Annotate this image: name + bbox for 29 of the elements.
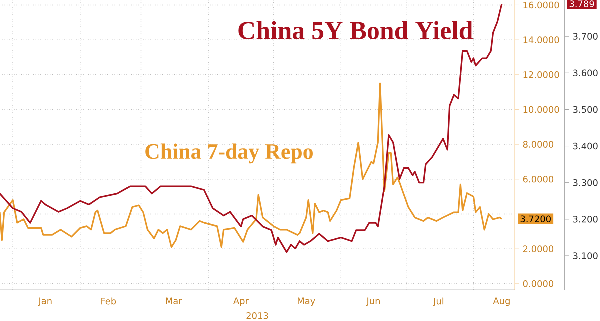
- x-tick-label: Jun: [366, 298, 380, 306]
- y-tick-label: 3.700: [573, 33, 598, 40]
- x-tick-label: Apr: [234, 298, 249, 306]
- x-tick-label: Feb: [102, 298, 116, 305]
- y2-tick-label: 6.0000: [523, 176, 554, 183]
- y-tick-label: 3.300: [573, 179, 598, 186]
- text: 3.7200: [520, 216, 551, 222]
- y-tick-label: 3.100: [573, 252, 598, 260]
- y-tick-label: 3.200: [573, 216, 598, 223]
- y-tick-label: 3.400: [573, 142, 598, 150]
- y2-tick-label: 16.0000: [524, 2, 560, 9]
- y2-tick-label: 8.0000: [523, 141, 554, 148]
- x-tick-label: Aug: [493, 298, 510, 306]
- text: 3.789: [570, 0, 594, 8]
- series-label: China 7-day Repo: [146, 144, 313, 164]
- y-tick-label: 3.500: [573, 106, 598, 114]
- y2-tick-label: 10.0000: [524, 106, 560, 114]
- y2-tick-label: 14.0000: [524, 36, 560, 44]
- x-axis-title: 2013: [246, 312, 268, 320]
- y2-tick-label: 0.0000: [523, 280, 554, 288]
- line-series: [0, 82, 503, 248]
- x-tick-label: May: [298, 298, 316, 306]
- x-tick-label: Jul: [433, 298, 444, 306]
- y2-tick-label: 12.0000: [524, 72, 560, 78]
- series-label: China 5Y Bond Yield: [238, 21, 473, 40]
- x-tick-label: Mar: [166, 298, 182, 304]
- y-tick-label: 3.600: [573, 70, 598, 77]
- x-tick-label: Jan: [38, 298, 52, 306]
- y2-tick-label: 2.0000: [523, 246, 554, 252]
